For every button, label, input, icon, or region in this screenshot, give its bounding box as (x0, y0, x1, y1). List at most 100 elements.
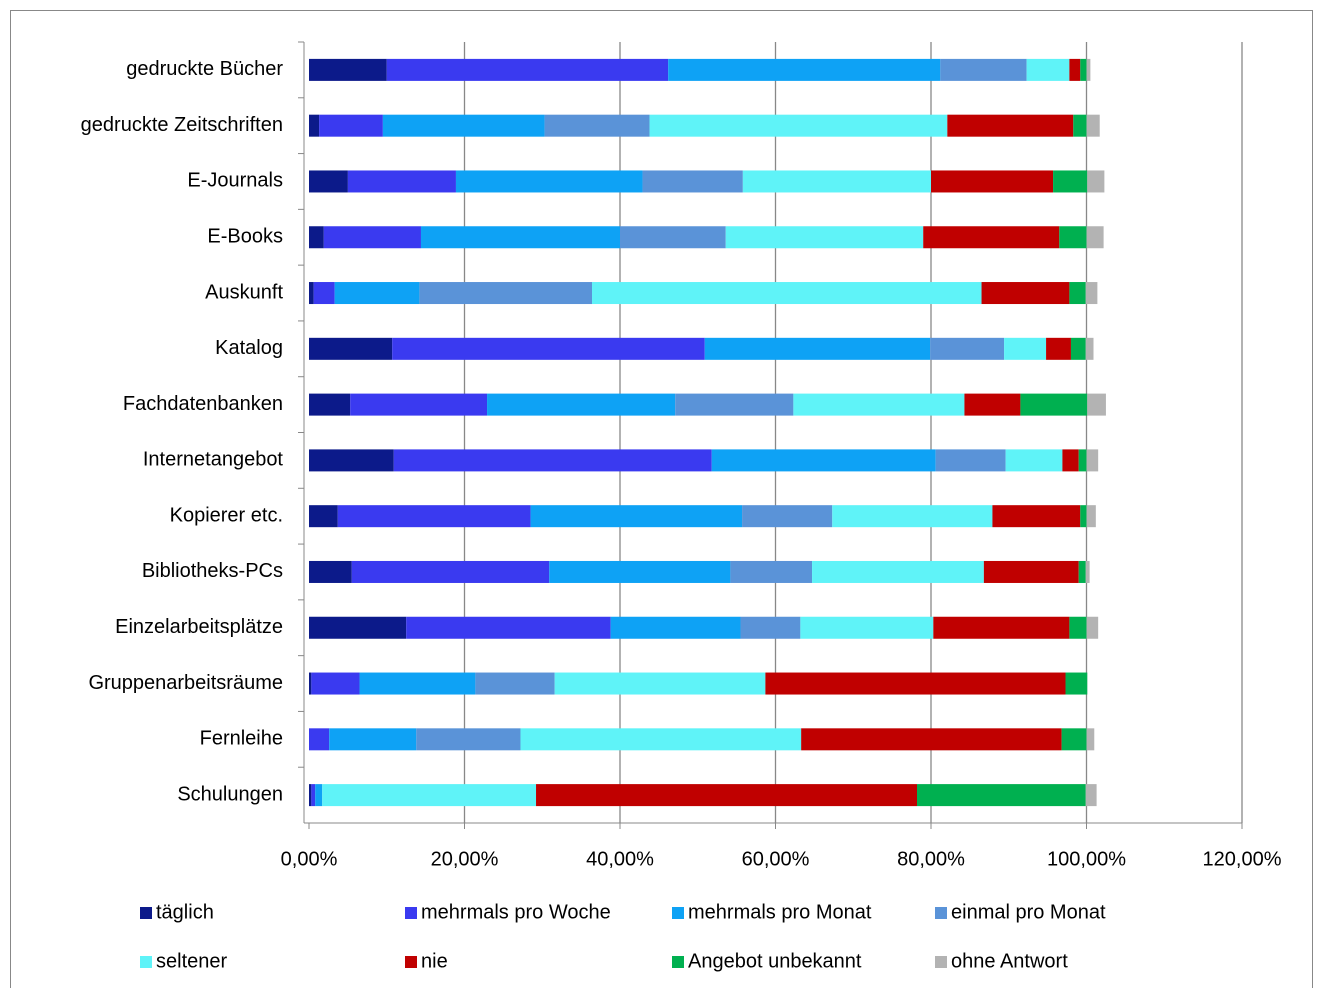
bar-segment (592, 282, 982, 305)
bar-segment (313, 282, 335, 305)
x-tick-label: 40,00% (586, 848, 654, 870)
bar-segment (1085, 784, 1097, 807)
y-tick-label: Fernleihe (200, 728, 283, 750)
bar-segment (1086, 505, 1096, 528)
bar-segment (416, 728, 521, 751)
y-tick-label: Kopierer etc. (170, 504, 283, 526)
legend-label: mehrmals pro Monat (688, 901, 872, 923)
bar-segment (309, 393, 351, 416)
bar-segment (610, 616, 741, 639)
bar-segment (1087, 393, 1106, 416)
bar-segment (309, 337, 393, 360)
bar-segment (725, 226, 924, 249)
bar-segment (329, 728, 417, 751)
bar-segment (323, 226, 421, 249)
bar-segment (311, 672, 360, 695)
bar-segment (309, 784, 312, 807)
bar-segment (319, 114, 383, 137)
bar-segment (1069, 616, 1087, 639)
bar-segment (649, 114, 948, 137)
bar-segment (711, 449, 936, 472)
y-tick-label: E-Books (207, 226, 283, 248)
bar-segment (544, 114, 650, 137)
bar-segment (1070, 337, 1086, 360)
bar-segment (1069, 58, 1081, 81)
y-tick-label: Internetangebot (143, 449, 284, 471)
legend-swatch (672, 956, 684, 968)
legend-label: Angebot unbekannt (688, 950, 862, 972)
bar-segment (487, 393, 676, 416)
y-tick-label: Einzelarbeitsplätze (115, 616, 283, 638)
bar-segment (420, 226, 620, 249)
bar-segment (1069, 282, 1086, 305)
bar-segment (315, 784, 323, 807)
bar-segment (675, 393, 794, 416)
bar-segment (1086, 226, 1104, 249)
bar-segment (620, 226, 726, 249)
legend-swatch (672, 907, 684, 919)
legend-swatch (935, 907, 947, 919)
x-tick-label: 80,00% (897, 848, 965, 870)
legend-swatch (405, 956, 417, 968)
bar-segment (393, 449, 712, 472)
bar-segment (475, 672, 555, 695)
bar-segment (554, 672, 766, 695)
chart-border (10, 10, 1313, 993)
bar-segment (642, 170, 743, 193)
bar-segment (981, 282, 1070, 305)
legend-label: seltener (156, 950, 227, 972)
bar-segment (309, 728, 330, 751)
bar-segment (322, 784, 537, 807)
bar-segment (334, 282, 420, 305)
bar-segment (1073, 114, 1087, 137)
bar-segment (992, 505, 1081, 528)
bar-segment (392, 337, 705, 360)
bar-segment (983, 560, 1079, 583)
legend-swatch (140, 907, 152, 919)
x-tick-label: 60,00% (742, 848, 810, 870)
y-tick-label: gedruckte Zeitschriften (81, 114, 283, 136)
bar-segment (1080, 505, 1087, 528)
x-tick-label: 120,00% (1203, 848, 1282, 870)
bar-segment (801, 728, 1062, 751)
bar-segment (1020, 393, 1088, 416)
bar-segment (742, 170, 931, 193)
bar-segment (406, 616, 611, 639)
bar-segment (1086, 114, 1100, 137)
bar-segment (668, 58, 941, 81)
bar-segment (730, 560, 813, 583)
bar-segment (1078, 560, 1086, 583)
bar-segment (1059, 226, 1087, 249)
y-tick-label: Bibliotheks-PCs (142, 560, 283, 582)
bar-segment (1086, 728, 1095, 751)
legend-label: mehrmals pro Woche (421, 901, 611, 923)
legend-label: ohne Antwort (951, 950, 1068, 972)
y-tick-label: gedruckte Bücher (126, 58, 283, 80)
bar-segment (1062, 449, 1079, 472)
y-tick-label: Gruppenarbeitsräume (88, 672, 283, 694)
bar-segment (964, 393, 1021, 416)
bar-segment (800, 616, 934, 639)
bar-segment (347, 170, 456, 193)
legend-label: täglich (156, 901, 214, 923)
y-tick-label: Schulungen (177, 783, 283, 805)
bar-segment (309, 505, 338, 528)
bar-segment (1053, 170, 1088, 193)
y-tick-label: Fachdatenbanken (123, 393, 283, 415)
bar-segment (536, 784, 918, 807)
bar-segment (1026, 58, 1070, 81)
bar-segment (311, 784, 316, 807)
bar-segment (1061, 728, 1087, 751)
bar-segment (933, 616, 1070, 639)
bar-segment (1005, 449, 1063, 472)
legend-swatch (140, 956, 152, 968)
bar-segment (1087, 170, 1105, 193)
legend-swatch (935, 956, 947, 968)
bar-segment (1046, 337, 1071, 360)
bar-segment (530, 505, 743, 528)
bar-segment (793, 393, 965, 416)
bar-segment (935, 449, 1006, 472)
bar-segment (309, 560, 352, 583)
x-tick-label: 0,00% (281, 848, 338, 870)
bar-segment (931, 170, 1054, 193)
